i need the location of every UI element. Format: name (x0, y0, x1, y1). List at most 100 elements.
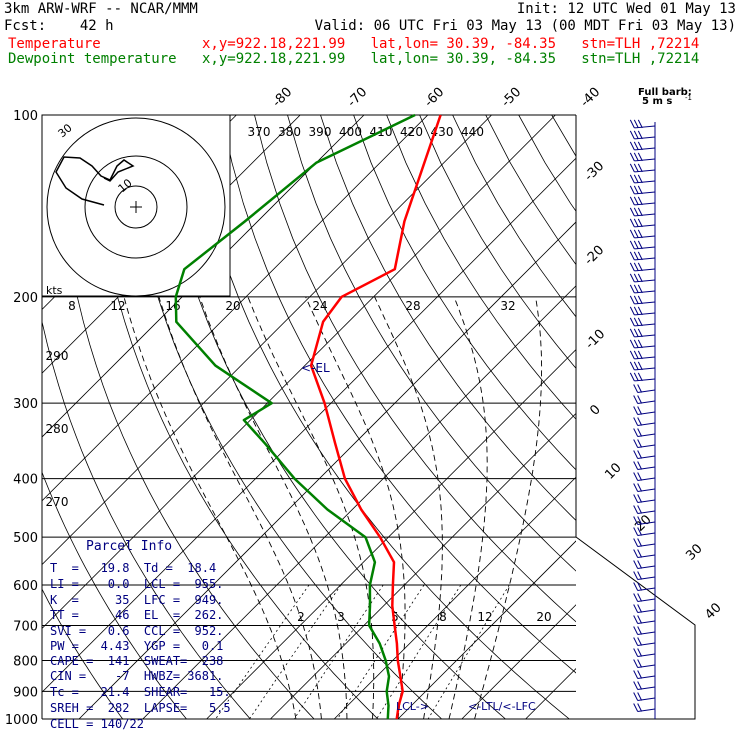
barb-flag (637, 284, 643, 294)
barb-flag (637, 251, 643, 261)
wind-barb (633, 527, 656, 536)
barb-flag (633, 593, 639, 602)
wind-barb (633, 395, 656, 404)
barb-flag (629, 218, 635, 228)
barb-flag (633, 207, 639, 217)
wind-barb (629, 317, 656, 327)
mixing-ratio-label: 2 (297, 610, 305, 624)
hodograph-x-tick: 24 (312, 299, 327, 313)
wind-barb (633, 648, 656, 657)
barb-flag (637, 240, 643, 250)
barb-flag (637, 670, 643, 679)
barb-flag (633, 174, 639, 184)
barb-shaft (637, 554, 656, 558)
wind-barb (633, 593, 656, 602)
barb-flag (637, 417, 643, 426)
isotherm (397, 540, 576, 719)
barb-flag (637, 406, 643, 415)
parcel-row: TT = 46 EL = 262. (50, 608, 224, 622)
barb-flag (637, 582, 643, 591)
parcel-row: Tc = 21.4 SHEAR= 15. (50, 685, 231, 699)
wind-legend-exponent: -1 (685, 94, 692, 102)
pressure-tick-label: 300 (13, 397, 38, 412)
barb-flag (633, 538, 639, 547)
barb-flag (637, 571, 643, 580)
barb-shaft (637, 664, 656, 668)
barb-shaft (637, 444, 656, 448)
barb-shaft (637, 422, 656, 426)
barb-shaft (637, 477, 656, 481)
dry-adiabat (618, 115, 740, 719)
temperature-profile (309, 114, 442, 720)
pressure-tick-label: 100 (13, 109, 38, 124)
theta-label: 370 (248, 125, 271, 139)
barb-flag (637, 207, 643, 217)
init-time: Init: 12 UTC Wed 01 May 13 (516, 1, 736, 17)
wind-barb (629, 328, 656, 338)
barb-flag (633, 461, 639, 470)
wind-barb (629, 152, 656, 162)
theta-label: 390 (309, 125, 332, 139)
pressure-tick-label: 200 (13, 291, 38, 306)
wind-barb (633, 439, 656, 448)
wind-barb (629, 218, 656, 228)
barb-flag (637, 361, 643, 371)
wind-barb (629, 262, 656, 272)
isotherm-label: -20 (582, 243, 608, 269)
isotherm (42, 157, 576, 693)
barb-flag (637, 626, 643, 635)
barb-shaft (637, 499, 656, 503)
barb-flag (633, 240, 639, 250)
dewpoint-location-info: x,y=922.18,221.99 lat,lon= 30.39, -84.35… (202, 51, 700, 67)
barb-flag (629, 141, 635, 151)
barb-flag (637, 615, 643, 624)
valid-time: Valid: 06 UTC Fri 03 May 13 (00 MDT Fri … (314, 18, 736, 34)
barb-flag (633, 130, 639, 140)
barb-flag (629, 339, 635, 349)
wind-barb (629, 119, 656, 129)
barb-flag (629, 306, 635, 316)
mixing-ratio-label: 8 (439, 610, 447, 624)
barb-flag (629, 207, 635, 217)
wind-barb (629, 273, 656, 283)
barb-flag (633, 428, 639, 437)
barb-flag (637, 483, 643, 492)
moist-adiabat (474, 296, 543, 719)
barb-flag (633, 284, 639, 294)
barb-flag (629, 262, 635, 272)
mixing-ratio-line (337, 584, 425, 719)
lcl-marker: LCL-> (396, 700, 429, 713)
barb-flag (633, 229, 639, 239)
isotherm-label: 0 (587, 402, 603, 418)
barb-flag (633, 505, 639, 514)
moist-adiabat (158, 296, 322, 719)
barb-flag (633, 637, 639, 646)
parcel-row: K = 35 LFC = 949. (50, 593, 224, 607)
barb-flag (633, 295, 639, 305)
theta-label: 440 (461, 125, 484, 139)
dry-adiabat (551, 115, 576, 157)
dry-adiabat (42, 319, 251, 719)
isotherm (206, 349, 576, 719)
theta-label: 280 (46, 422, 69, 436)
barb-flag (633, 350, 639, 360)
barb-flag (633, 604, 639, 613)
barb-flag (629, 185, 635, 195)
hodograph-x-tick: 20 (225, 299, 240, 313)
wind-barb (633, 417, 656, 426)
wind-barb (633, 582, 656, 591)
dry-adiabat (254, 115, 576, 623)
parcel-row: SVI = 0.6 CCL = 952. (50, 624, 224, 638)
isotherm (42, 115, 556, 629)
wind-barb (633, 615, 656, 624)
el-marker: <-EL (301, 361, 330, 375)
barb-flag (637, 692, 643, 701)
theta-label: 400 (339, 125, 362, 139)
barb-flag (629, 328, 635, 338)
barb-flag (629, 284, 635, 294)
barb-flag (637, 328, 643, 338)
barb-shaft (637, 455, 656, 459)
barb-flag (637, 273, 643, 283)
barb-flag (629, 130, 635, 140)
barb-flag (637, 163, 643, 173)
